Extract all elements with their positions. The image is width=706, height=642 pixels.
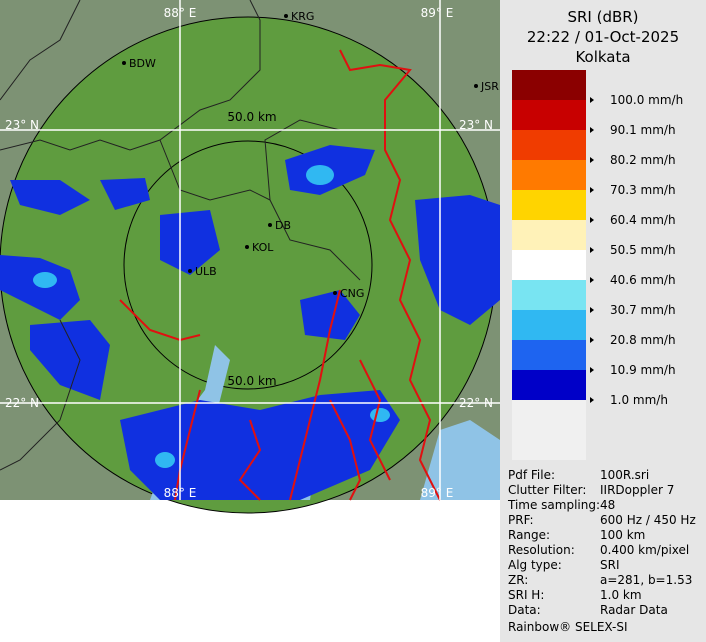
legend-swatch [512,70,586,100]
info-value: 0.400 km/pixel [600,543,689,557]
info-key: Pdf File: [508,468,555,482]
legend-swatch [512,100,586,130]
legend-swatch [512,160,586,190]
graticule-label: 22° N [459,396,493,410]
legend-swatch [512,250,586,280]
legend-blank [512,400,586,460]
graticule-label: 88° E [164,6,197,20]
city-label: DB [275,219,291,232]
graticule-label: 89° E [421,486,454,500]
graticule-label: 23° N [459,118,493,132]
legend-tick [590,367,594,373]
info-key: Range: [508,528,550,542]
city-dot [474,84,478,88]
rivers [119,49,441,501]
info-value: 1.0 km [600,588,642,602]
city-label: KRG [291,10,314,23]
legend-label: 10.9 mm/h [610,363,676,377]
legend-swatch [512,130,586,160]
city-label: ULB [195,265,217,278]
graticule-label: 22° N [5,396,39,410]
info-key: Alg type: [508,558,562,572]
city-label: KOL [252,241,274,254]
city-label: BDW [129,57,156,70]
info-value: 100R.sri [600,468,649,482]
location: Kolkata [575,48,630,66]
info-key: Clutter Filter: [508,483,586,497]
info-value: a=281, b=1.53 [600,573,692,587]
legend-tick [590,397,594,403]
city-dot [188,269,192,273]
info-key: PRF: [508,513,534,527]
title: SRI (dBR) [567,8,638,26]
city-dot [268,223,272,227]
legend-tick [590,247,594,253]
legend-swatch [512,280,586,310]
info-key: ZR: [508,573,528,587]
info-value: Radar Data [600,603,668,617]
graticule [0,0,500,500]
legend-label: 70.3 mm/h [610,183,676,197]
info-key: Time sampling: [507,498,600,512]
info-key: Resolution: [508,543,575,557]
legend-label: 60.4 mm/h [610,213,676,227]
legend-tick [590,187,594,193]
city-dot [284,14,288,18]
legend-tick [590,97,594,103]
legend-tick [590,277,594,283]
city-label: CNG [340,287,364,300]
legend-tick [590,217,594,223]
info-value: SRI [600,558,620,572]
city-label: JSR [480,80,499,93]
legend-swatch [512,220,586,250]
legend-swatch [512,370,586,400]
range-ring [123,140,373,390]
info-key: Data: [508,603,541,617]
legend-tick [590,337,594,343]
legend-label: 30.7 mm/h [610,303,676,317]
legend-label: 20.8 mm/h [610,333,676,347]
timestamp: 22:22 / 01-Oct-2025 [527,28,679,46]
legend-label: 1.0 mm/h [610,393,668,407]
graticule-label: 23° N [5,118,39,132]
range-label: 50.0 km [227,110,276,124]
info-key: SRI H: [508,588,544,602]
legend-label: 90.1 mm/h [610,123,676,137]
legend-label: 50.5 mm/h [610,243,676,257]
city-dot [122,61,126,65]
city-dot [245,245,249,249]
district-borders [0,0,361,471]
range-label: 50.0 km [227,374,276,388]
graticule-label: 88° E [164,486,197,500]
legend-swatch [512,340,586,370]
legend-swatch [512,310,586,340]
legend-label: 80.2 mm/h [610,153,676,167]
info-value: 100 km [600,528,645,542]
info-value: 48 [600,498,615,512]
legend-label: 100.0 mm/h [610,93,683,107]
legend-tick [590,307,594,313]
graticule-label: 89° E [421,6,454,20]
info-value: IIRDoppler 7 [600,483,674,497]
legend-tick [590,127,594,133]
legend-label: 40.6 mm/h [610,273,676,287]
info-value: 600 Hz / 450 Hz [600,513,696,527]
footer: Rainbow® SELEX-SI [508,620,628,634]
legend-tick [590,157,594,163]
city-dot [333,291,337,295]
legend-swatch [512,190,586,220]
rain-echoes [0,145,500,500]
